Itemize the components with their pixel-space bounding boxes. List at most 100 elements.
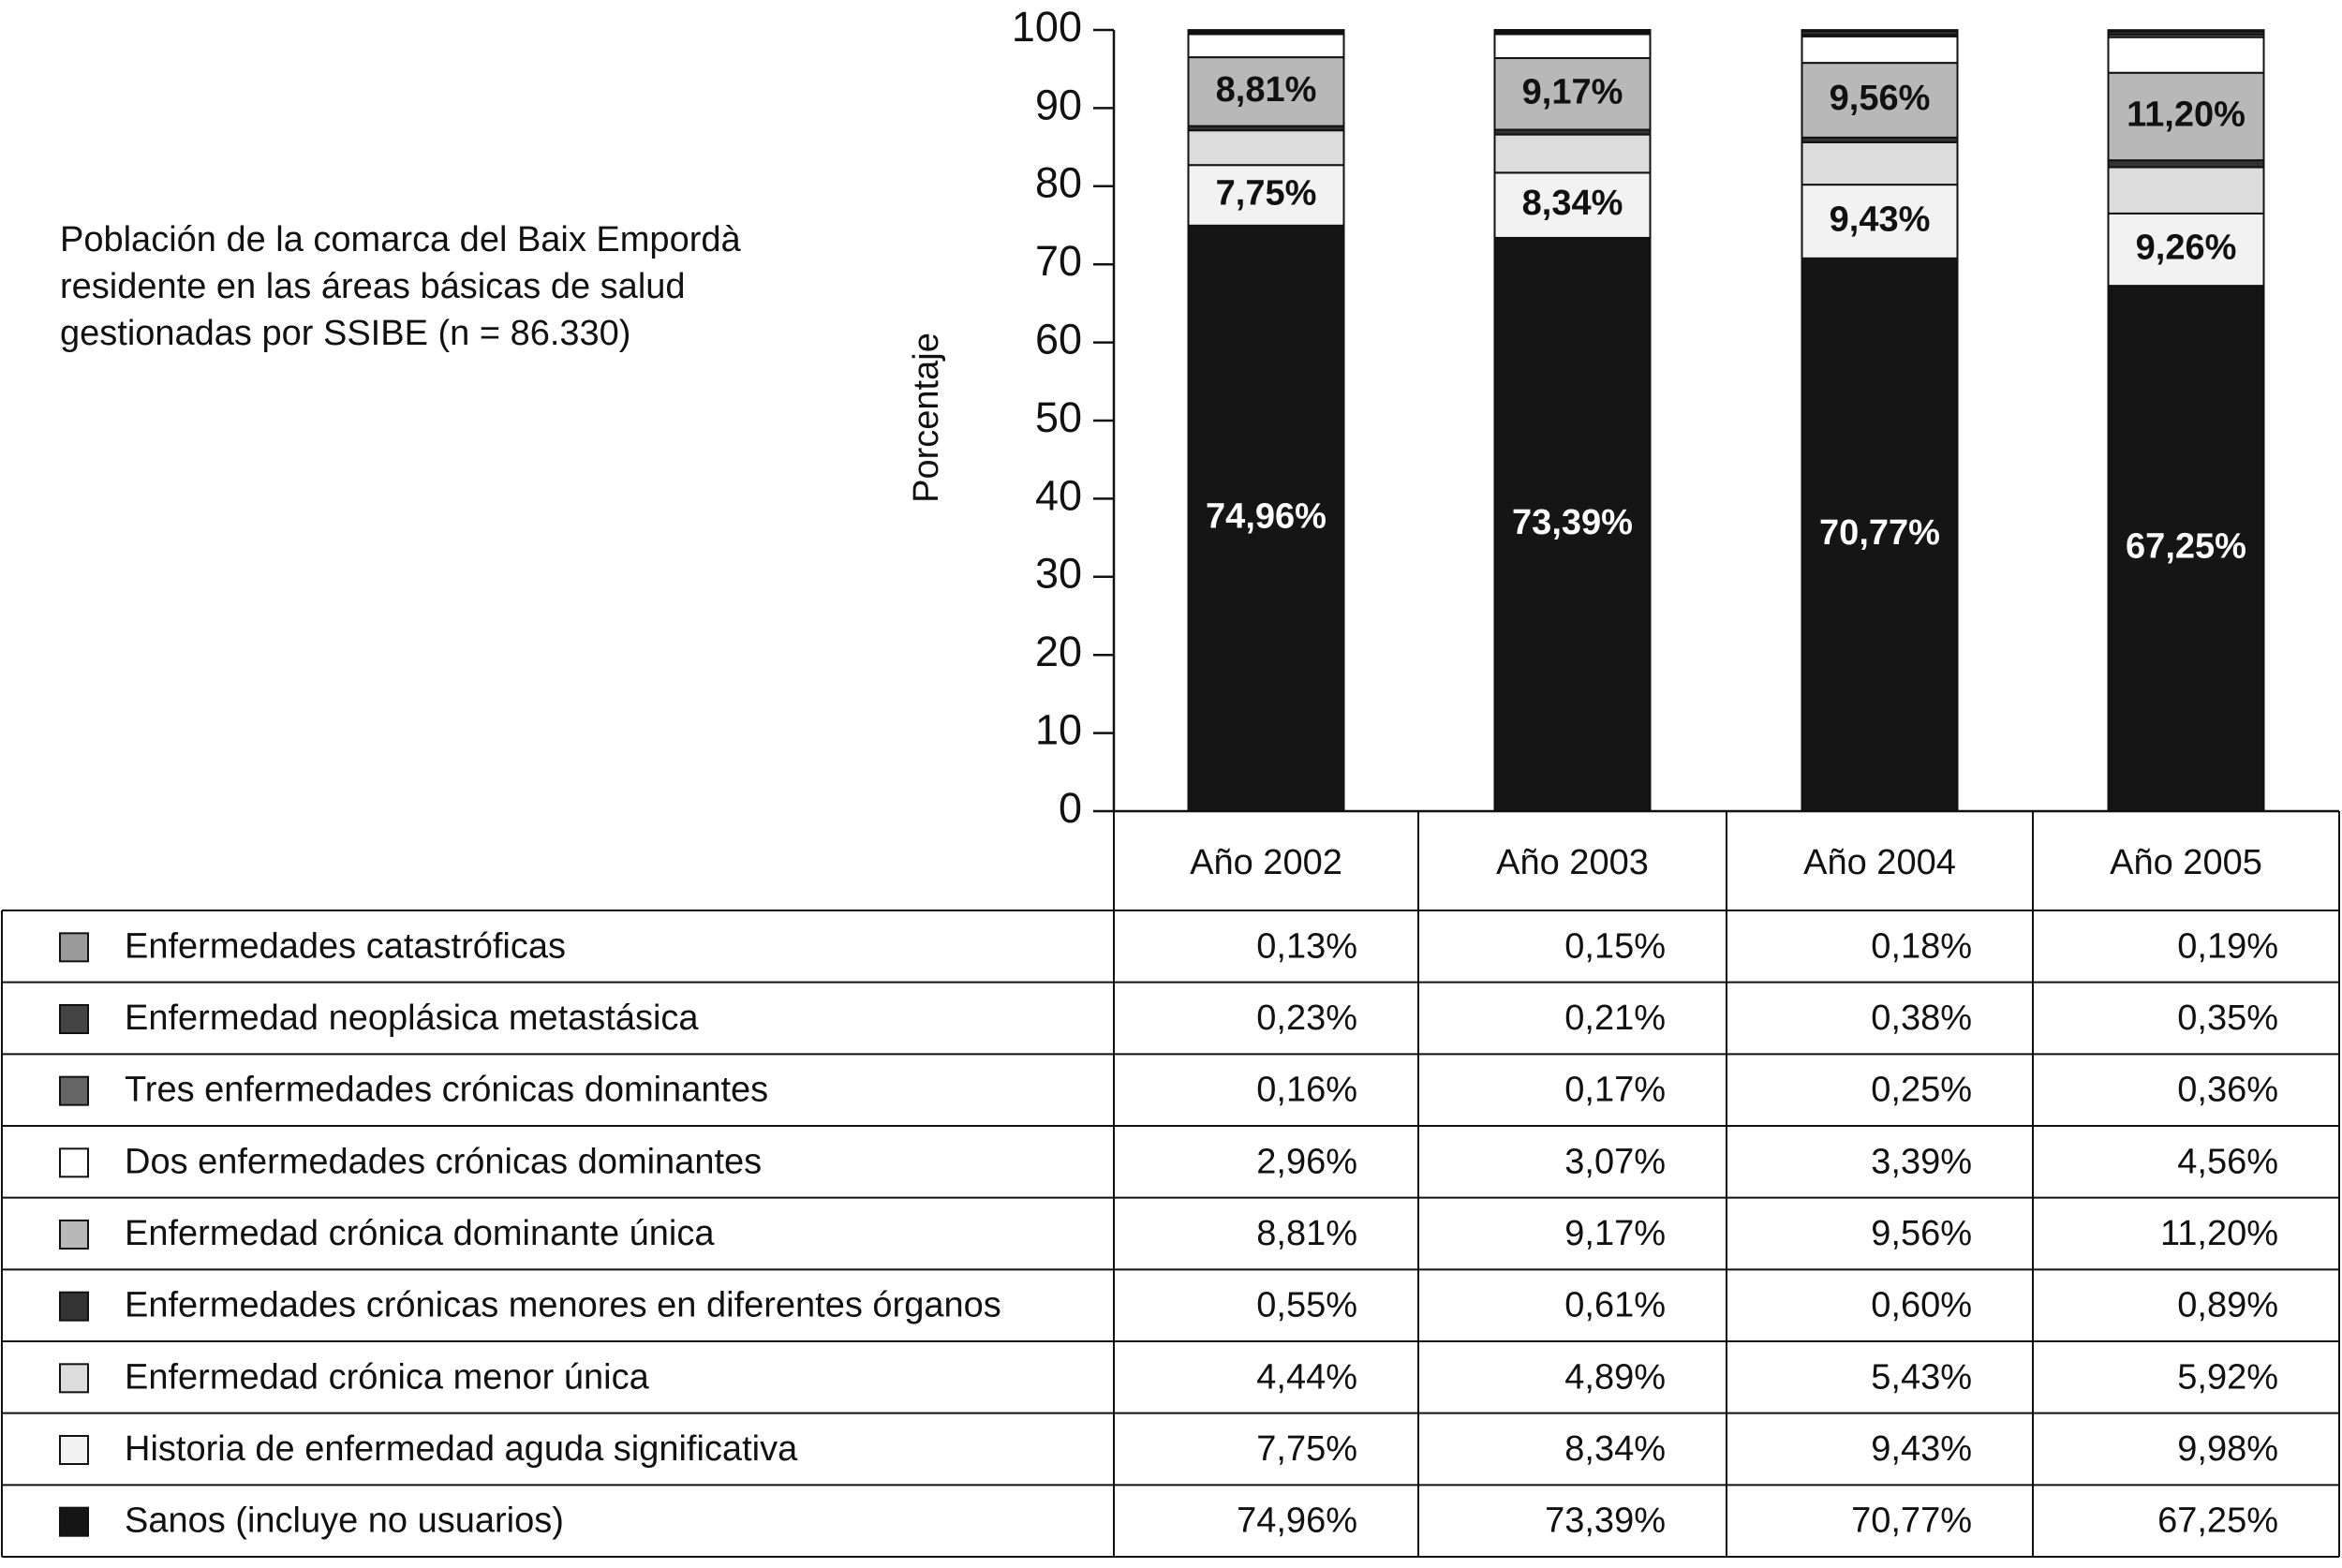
- legend-swatch: [59, 1147, 89, 1178]
- bar-segment: [2107, 71, 2265, 162]
- y-tick-label: 80: [1035, 159, 1082, 207]
- bar-segment: [1187, 129, 1345, 167]
- table-cell: 9,43%: [1871, 1429, 1972, 1469]
- value-label: 11,20%: [2127, 95, 2246, 134]
- table-cell: 74,96%: [1237, 1501, 1357, 1541]
- bar-segment: [2107, 166, 2265, 214]
- table-cell: 0,35%: [2177, 998, 2278, 1038]
- legend-swatch: [59, 1220, 89, 1250]
- legend-label: Enfermedades crónicas menores en diferen…: [125, 1286, 1001, 1325]
- bar-segment: [1801, 62, 1959, 139]
- bar-segment: [2107, 29, 2265, 33]
- table-cell: 0,16%: [1256, 1071, 1357, 1110]
- bar-segment: [1493, 171, 1652, 239]
- table-cell: 3,39%: [1871, 1142, 1972, 1181]
- table-cell: 4,44%: [1256, 1357, 1357, 1397]
- value-label: 70,77%: [1819, 513, 1940, 553]
- x-tick-label: Año 2005: [2110, 843, 2262, 882]
- y-tick-label: 0: [1059, 784, 1082, 832]
- y-tick-label: 50: [1035, 393, 1082, 441]
- legend-swatch: [59, 1075, 89, 1106]
- bar-segment: [1801, 29, 1959, 33]
- bar-segment: [1801, 141, 1959, 186]
- bar-segment: [1187, 224, 1345, 812]
- value-label: 67,25%: [2126, 527, 2246, 567]
- table-cell: 0,15%: [1564, 926, 1666, 966]
- bar-segment: [1493, 33, 1652, 60]
- legend-label: Enfermedad neoplásica metastásica: [125, 998, 699, 1038]
- y-tick-label: 10: [1035, 705, 1082, 753]
- table-cell: 4,89%: [1564, 1357, 1666, 1397]
- table-cell: 9,17%: [1564, 1214, 1666, 1253]
- chart-title: Población de la comarca del Baix Empordà: [60, 220, 741, 259]
- table-cell: 0,60%: [1871, 1286, 1972, 1325]
- table-cell: 0,13%: [1256, 926, 1357, 966]
- legend-swatch: [59, 1004, 89, 1034]
- legend-label: Enfermedades catastróficas: [125, 926, 566, 966]
- bar-segment: [2107, 36, 2265, 74]
- y-tick-label: 20: [1035, 628, 1082, 675]
- bar-segment: [1187, 29, 1345, 33]
- table-cell: 70,77%: [1851, 1501, 1972, 1541]
- y-tick-label: 70: [1035, 237, 1082, 285]
- legend-swatch: [59, 1435, 89, 1465]
- bar-segment: [1493, 29, 1652, 33]
- chart-title: residente en las áreas básicas de salud: [60, 267, 686, 306]
- table-cell: 0,36%: [2177, 1071, 2278, 1110]
- legend-swatch: [59, 1506, 89, 1537]
- table-cell: 0,21%: [1564, 998, 1666, 1038]
- bar-segment: [1493, 236, 1652, 812]
- table-cell: 9,56%: [1871, 1214, 1972, 1253]
- y-tick-label: 90: [1035, 81, 1082, 128]
- legend-swatch: [59, 1291, 89, 1322]
- table-cell: 8,81%: [1256, 1214, 1357, 1253]
- x-tick-label: Año 2004: [1803, 843, 1956, 882]
- table-cell: 2,96%: [1256, 1142, 1357, 1181]
- table-cell: 5,92%: [2177, 1357, 2278, 1397]
- value-label: 8,34%: [1522, 184, 1623, 223]
- table-cell: 0,25%: [1871, 1071, 1972, 1110]
- bar-segment: [2107, 212, 2265, 288]
- x-tick-label: Año 2002: [1190, 843, 1342, 882]
- chart-title: gestionadas por SSIBE (n = 86.330): [60, 314, 630, 353]
- table-cell: 0,38%: [1871, 998, 1972, 1038]
- bar-segment: [1493, 57, 1652, 131]
- legend-label: Enfermedad crónica menor única: [125, 1357, 650, 1397]
- x-tick-label: Año 2003: [1496, 843, 1649, 882]
- table-cell: 5,43%: [1871, 1357, 1972, 1397]
- table-cell: 0,89%: [2177, 1286, 2278, 1325]
- legend-label: Historia de enfermedad aguda significati…: [125, 1429, 798, 1469]
- table-cell: 8,34%: [1564, 1429, 1666, 1469]
- legend-swatch: [59, 1363, 89, 1394]
- legend-label: Sanos (incluye no usuarios): [125, 1501, 564, 1541]
- table-cell: 0,17%: [1564, 1071, 1666, 1110]
- legend-swatch: [59, 932, 89, 963]
- bar-segment: [1801, 257, 1959, 812]
- value-label: 9,26%: [2136, 229, 2237, 268]
- value-label: 9,43%: [1830, 200, 1931, 239]
- value-label: 74,96%: [1206, 496, 1327, 536]
- legend-label: Dos enfermedades crónicas dominantes: [125, 1142, 762, 1181]
- table-cell: 0,19%: [2177, 926, 2278, 966]
- table-cell: 0,61%: [1564, 1286, 1666, 1325]
- value-label: 9,17%: [1522, 72, 1623, 111]
- value-label: 9,56%: [1830, 79, 1931, 118]
- table-cell: 0,23%: [1256, 998, 1357, 1038]
- table-cell: 0,18%: [1871, 926, 1972, 966]
- value-label: 7,75%: [1216, 174, 1317, 214]
- bar-segment: [1187, 33, 1345, 59]
- value-label: 73,39%: [1512, 503, 1633, 542]
- y-tick-label: 60: [1035, 315, 1082, 362]
- table-cell: 7,75%: [1256, 1429, 1357, 1469]
- bar-segment: [1493, 133, 1652, 174]
- legend-label: Enfermedad crónica dominante única: [125, 1214, 715, 1253]
- bar-segment: [2107, 159, 2265, 169]
- table-cell: 0,55%: [1256, 1286, 1357, 1325]
- table-cell: 67,25%: [2157, 1501, 2278, 1541]
- table-cell: 73,39%: [1545, 1501, 1666, 1541]
- y-tick-label: 40: [1035, 471, 1082, 519]
- value-label: 8,81%: [1216, 70, 1317, 110]
- y-tick-label: 100: [1012, 3, 1082, 51]
